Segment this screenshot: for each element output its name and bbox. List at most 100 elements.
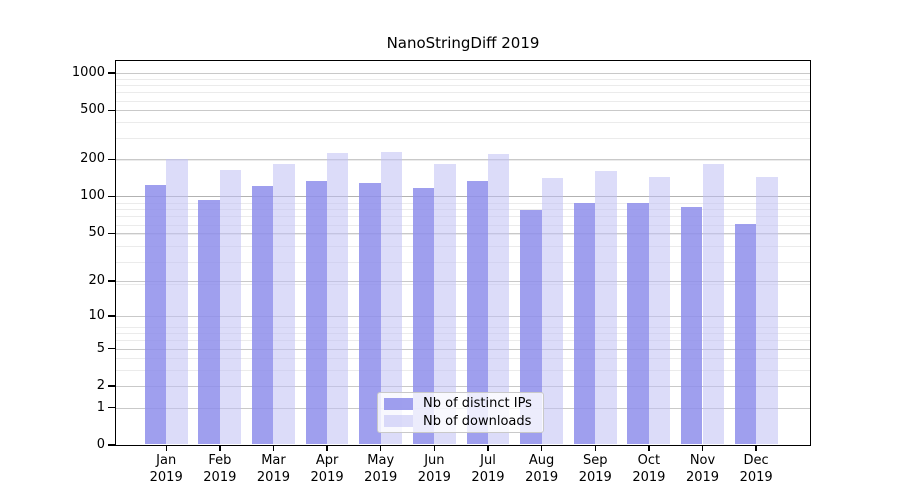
bar-distinct-ips-feb	[198, 200, 220, 445]
gridline-minor	[116, 370, 810, 372]
y-tick-label: 20	[88, 273, 105, 289]
x-tick-mark	[701, 446, 704, 451]
gridline-major	[116, 196, 810, 198]
x-tick-mark	[487, 446, 489, 451]
bar-distinct-ips-nov	[681, 207, 703, 445]
bar-distinct-ips-mar	[252, 185, 274, 445]
x-tick-label-sep: Sep 2019	[567, 452, 623, 486]
y-tick-label: 2	[96, 377, 105, 393]
x-tick-month: Jul	[480, 453, 496, 468]
gridline-minor	[116, 92, 810, 94]
gridline-major	[116, 385, 810, 387]
x-tick-label-apr: Apr 2019	[299, 452, 355, 486]
x-tick-label-may: May 2019	[353, 452, 409, 486]
x-tick-mark	[326, 446, 328, 451]
x-tick-label-mar: Mar 2019	[245, 452, 301, 486]
bar-downloads-jan	[166, 159, 188, 445]
gridline-minor	[116, 122, 810, 124]
x-tick-mark	[165, 446, 167, 451]
bar-downloads-jun	[434, 163, 456, 445]
bar-downloads-may	[380, 151, 403, 445]
x-tick-year: 2019	[578, 470, 612, 485]
x-tick-year: 2019	[417, 470, 451, 485]
gridline-minor	[116, 100, 810, 102]
x-tick-month: Dec	[743, 453, 769, 468]
x-tick-year: 2019	[256, 470, 290, 485]
x-tick-mark	[272, 446, 275, 451]
y-tick-label: 1000	[71, 64, 105, 80]
y-tick-mark	[108, 109, 115, 111]
x-tick-year: 2019	[739, 470, 773, 485]
y-tick-mark	[108, 385, 115, 387]
x-tick-label-dec: Dec 2019	[728, 452, 784, 486]
gridline-minor	[116, 234, 810, 236]
x-tick-year: 2019	[364, 470, 398, 485]
bar-downloads-feb	[219, 169, 242, 445]
y-tick-mark	[108, 347, 115, 350]
x-tick-mark	[380, 446, 382, 451]
legend-label-distinct-ips: Nb of distinct IPs	[423, 396, 532, 412]
y-tick-label: 0	[96, 437, 105, 452]
bar-downloads-jul	[487, 154, 510, 445]
y-tick-label: 50	[88, 225, 105, 241]
y-tick-mark	[108, 280, 115, 282]
x-tick-year: 2019	[203, 470, 237, 485]
bar-downloads-mar	[273, 163, 295, 445]
y-tick-label: 5	[96, 340, 105, 356]
x-tick-label-oct: Oct 2019	[621, 452, 677, 486]
x-tick-month: Feb	[208, 453, 232, 468]
x-tick-month: Aug	[528, 453, 555, 468]
gridline-major	[116, 110, 810, 112]
bar-downloads-apr	[327, 153, 349, 445]
x-tick-mark	[755, 446, 757, 451]
bar-distinct-ips-jan	[144, 184, 167, 445]
gridline-minor	[116, 340, 810, 342]
x-tick-mark	[540, 446, 543, 451]
x-tick-label-feb: Feb 2019	[192, 452, 248, 486]
y-tick-mark	[108, 195, 115, 198]
bar-distinct-ips-may	[359, 183, 381, 445]
gridline-minor	[116, 326, 810, 328]
gridline-major	[116, 348, 810, 350]
y-tick-mark	[108, 232, 115, 234]
legend-item-distinct-ips: Nb of distinct IPs	[384, 395, 537, 413]
gridline-minor	[116, 202, 810, 204]
x-tick-month: Nov	[689, 453, 716, 468]
bar-distinct-ips-jul	[466, 181, 488, 445]
x-tick-month: May	[367, 453, 395, 468]
bar-distinct-ips-sep	[573, 202, 596, 445]
x-tick-month: Apr	[315, 453, 339, 468]
y-tick-mark	[108, 72, 115, 74]
y-tick-label: 500	[80, 102, 105, 118]
x-tick-label-nov: Nov 2019	[675, 452, 731, 486]
bar-distinct-ips-aug	[520, 210, 542, 445]
x-tick-mark	[433, 446, 436, 451]
y-tick-label: 100	[80, 188, 105, 204]
y-tick-label: 10	[88, 307, 105, 323]
gridline-major	[116, 233, 810, 235]
bar-downloads-nov	[702, 163, 724, 445]
bar-downloads-sep	[595, 171, 617, 445]
y-tick-label: 1	[96, 399, 105, 415]
x-tick-label-jan: Jan 2019	[138, 452, 194, 486]
x-tick-mark	[594, 446, 596, 451]
gridline-minor	[116, 358, 810, 360]
chart-title: NanoStringDiff 2019	[386, 34, 540, 52]
x-tick-label-jun: Jun 2019	[406, 452, 462, 486]
y-tick-mark	[108, 158, 115, 161]
gridline-minor	[116, 261, 810, 263]
bar-distinct-ips-apr	[305, 181, 328, 445]
y-tick-mark	[108, 315, 115, 317]
gridline-minor	[116, 246, 810, 248]
gridline-major	[116, 159, 810, 161]
y-tick-mark	[108, 406, 115, 409]
x-tick-year: 2019	[525, 470, 559, 485]
x-tick-month: Jun	[424, 453, 445, 468]
gridline-minor	[116, 283, 810, 285]
bar-downloads-oct	[648, 176, 671, 445]
gridline-minor	[116, 224, 810, 226]
legend: Nb of distinct IPs Nb of downloads	[377, 392, 544, 433]
x-tick-year: 2019	[149, 470, 183, 485]
gridline-minor	[116, 209, 810, 211]
legend-label-downloads: Nb of downloads	[423, 413, 532, 429]
